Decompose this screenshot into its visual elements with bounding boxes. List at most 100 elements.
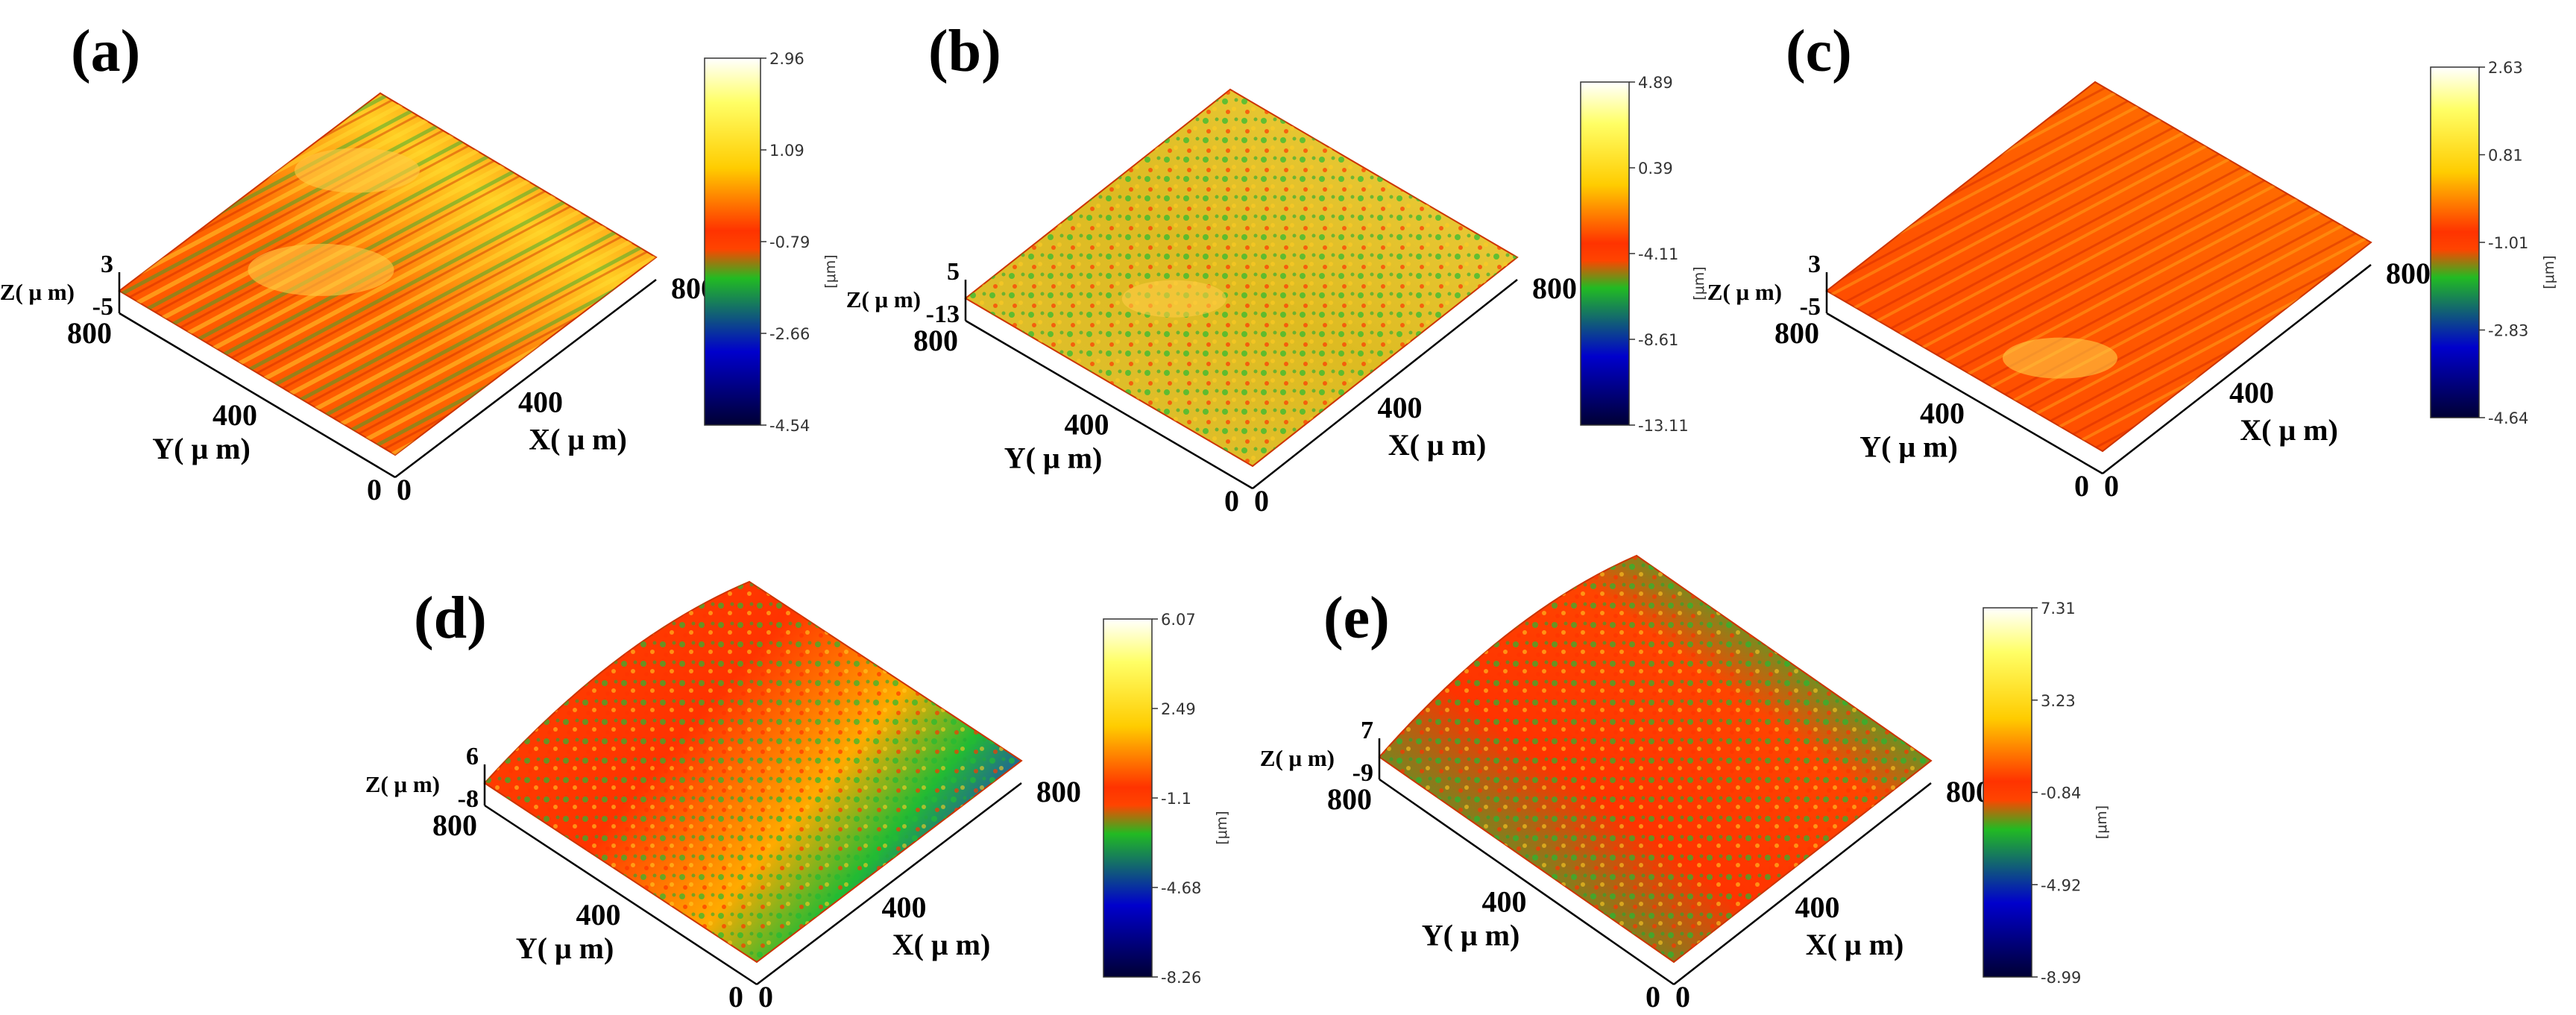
x-tick-800: 800 [1036,775,1081,808]
x-axis-label: X( μ m) [1388,428,1487,462]
x-tick-400: 400 [2229,376,2274,409]
z-min: -13 [926,301,960,328]
colorbar-tick-label: -8.61 [1638,331,1678,349]
colorbar-tick-label: -4.68 [1161,879,1201,897]
panel-label: (e) [1323,585,1390,651]
y-tick-400: 400 [1482,885,1527,919]
colorbar [2430,66,2480,418]
surface-peak [2003,337,2117,379]
x-axis-label: X( μ m) [2240,413,2338,447]
x-tick-800: 800 [1532,271,1577,305]
colorbar-tick-label: -8.26 [1161,969,1201,987]
x-tick-0: 0 [758,980,773,1014]
colorbar-tick-label: 4.89 [1638,74,1673,92]
colorbar-tick-label: 0.39 [1638,160,1673,177]
surface-texture [485,582,1021,962]
x-axis-line [394,279,657,478]
x-axis-label: X( μ m) [529,423,627,456]
x-axis-line [2102,264,2372,474]
z-max: 6 [466,743,479,770]
y-tick-400: 400 [576,898,621,931]
colorbar-tick-label: -0.79 [769,233,810,251]
y-axis-line [119,312,396,479]
z-axis-label: Z( μ m) [365,771,440,797]
x-tick-0: 0 [2104,469,2119,503]
surface-texture [1379,556,1931,962]
x-tick-0: 0 [1675,980,1690,1014]
colorbar-tick-label: 2.63 [2488,59,2523,77]
x-axis-line [756,782,1022,985]
z-min: -5 [1800,293,1821,321]
x-tick-400: 400 [1378,391,1423,424]
x-tick-0: 0 [397,473,412,506]
colorbar-tick-label: -4.92 [2041,876,2081,894]
y-tick-800: 800 [913,324,958,357]
surface-peak [1121,280,1226,318]
colorbar-tick-label: -4.11 [1638,245,1678,263]
y-axis-label: Y( μ m) [1004,441,1103,475]
colorbar-tick-label: 0.81 [2488,147,2523,165]
x-axis-line [1252,279,1518,489]
colorbar [704,57,761,426]
x-tick-800: 800 [2386,257,2431,290]
x-tick-400: 400 [882,890,927,924]
y-tick-400: 400 [1065,408,1109,441]
panel-c: (c) 0 0 400 800 400 800 Y( μ m) X( μ m) Z( μ m) 3 -… [1707,19,2557,503]
z-max: 3 [1808,251,1821,278]
y-tick-0: 0 [2074,469,2089,503]
y-tick-400: 400 [1920,397,1965,430]
colorbar-unit: [μm] [2094,805,2110,839]
panel-label: (b) [928,19,1001,84]
colorbar-tick-label: 2.49 [1161,700,1196,718]
colorbar-tick-label: -1.1 [1161,790,1191,808]
colorbar-tick-label: 7.31 [2041,600,2076,618]
y-tick-800: 800 [1774,316,1819,350]
z-max: 5 [947,258,960,286]
y-tick-0: 0 [367,473,382,506]
y-tick-400: 400 [212,398,257,432]
colorbar-tick-label: -8.99 [2041,969,2081,987]
colorbar [1983,607,2032,978]
x-axis-label: X( μ m) [892,928,991,961]
colorbar-tick-label: 2.96 [769,50,804,68]
y-axis-line [965,319,1253,490]
z-axis-label: Z( μ m) [0,279,75,305]
panel-d: (d) 0 0 400 800 400 800 Y( μ m) X( μ m) Z( μ m) 6 -… [365,580,1230,1014]
colorbar-tick-label: -4.54 [769,417,810,435]
colorbar-tick-label: -1.01 [2488,234,2528,252]
colorbar [1103,618,1153,978]
surface-peak [248,243,394,296]
surface-texture [1827,82,2371,451]
panel-label: (c) [1786,19,1852,84]
colorbar-tick-label: -4.64 [2488,409,2528,427]
z-min: -8 [458,785,479,813]
y-axis-line [1379,778,1675,986]
y-axis-line [1826,312,2103,475]
y-axis-label: Y( μ m) [1422,919,1520,952]
y-tick-800: 800 [432,808,477,842]
panel-label: (d) [414,585,487,651]
panel-b: (b) 0 0 400 800 400 800 Y( μ m) X( μ m) Z( μ m) 5 -… [846,19,1707,518]
z-max: 3 [101,251,113,278]
panel-label: (a) [71,19,140,84]
z-min: -5 [92,293,113,321]
x-tick-0: 0 [1254,484,1269,518]
y-axis-line [484,804,758,986]
z-axis-label: Z( μ m) [1260,745,1335,771]
z-max: 7 [1361,717,1373,744]
colorbar-unit: [μm] [2541,255,2557,289]
colorbar-unit: [μm] [1214,811,1230,844]
y-tick-800: 800 [1327,782,1372,816]
colorbar-tick-label: 6.07 [1161,611,1196,629]
x-axis-label: X( μ m) [1806,928,1904,961]
z-min: -9 [1352,759,1373,787]
colorbar-unit: [μm] [822,254,839,288]
colorbar-tick-label: 3.23 [2041,692,2076,710]
colorbar-tick-label: -13.11 [1638,417,1689,435]
x-axis-line [1673,782,1932,985]
surface-peak [295,148,420,193]
y-tick-800: 800 [67,316,112,350]
y-axis-label: Y( μ m) [152,432,251,465]
x-tick-400: 400 [1795,890,1840,924]
